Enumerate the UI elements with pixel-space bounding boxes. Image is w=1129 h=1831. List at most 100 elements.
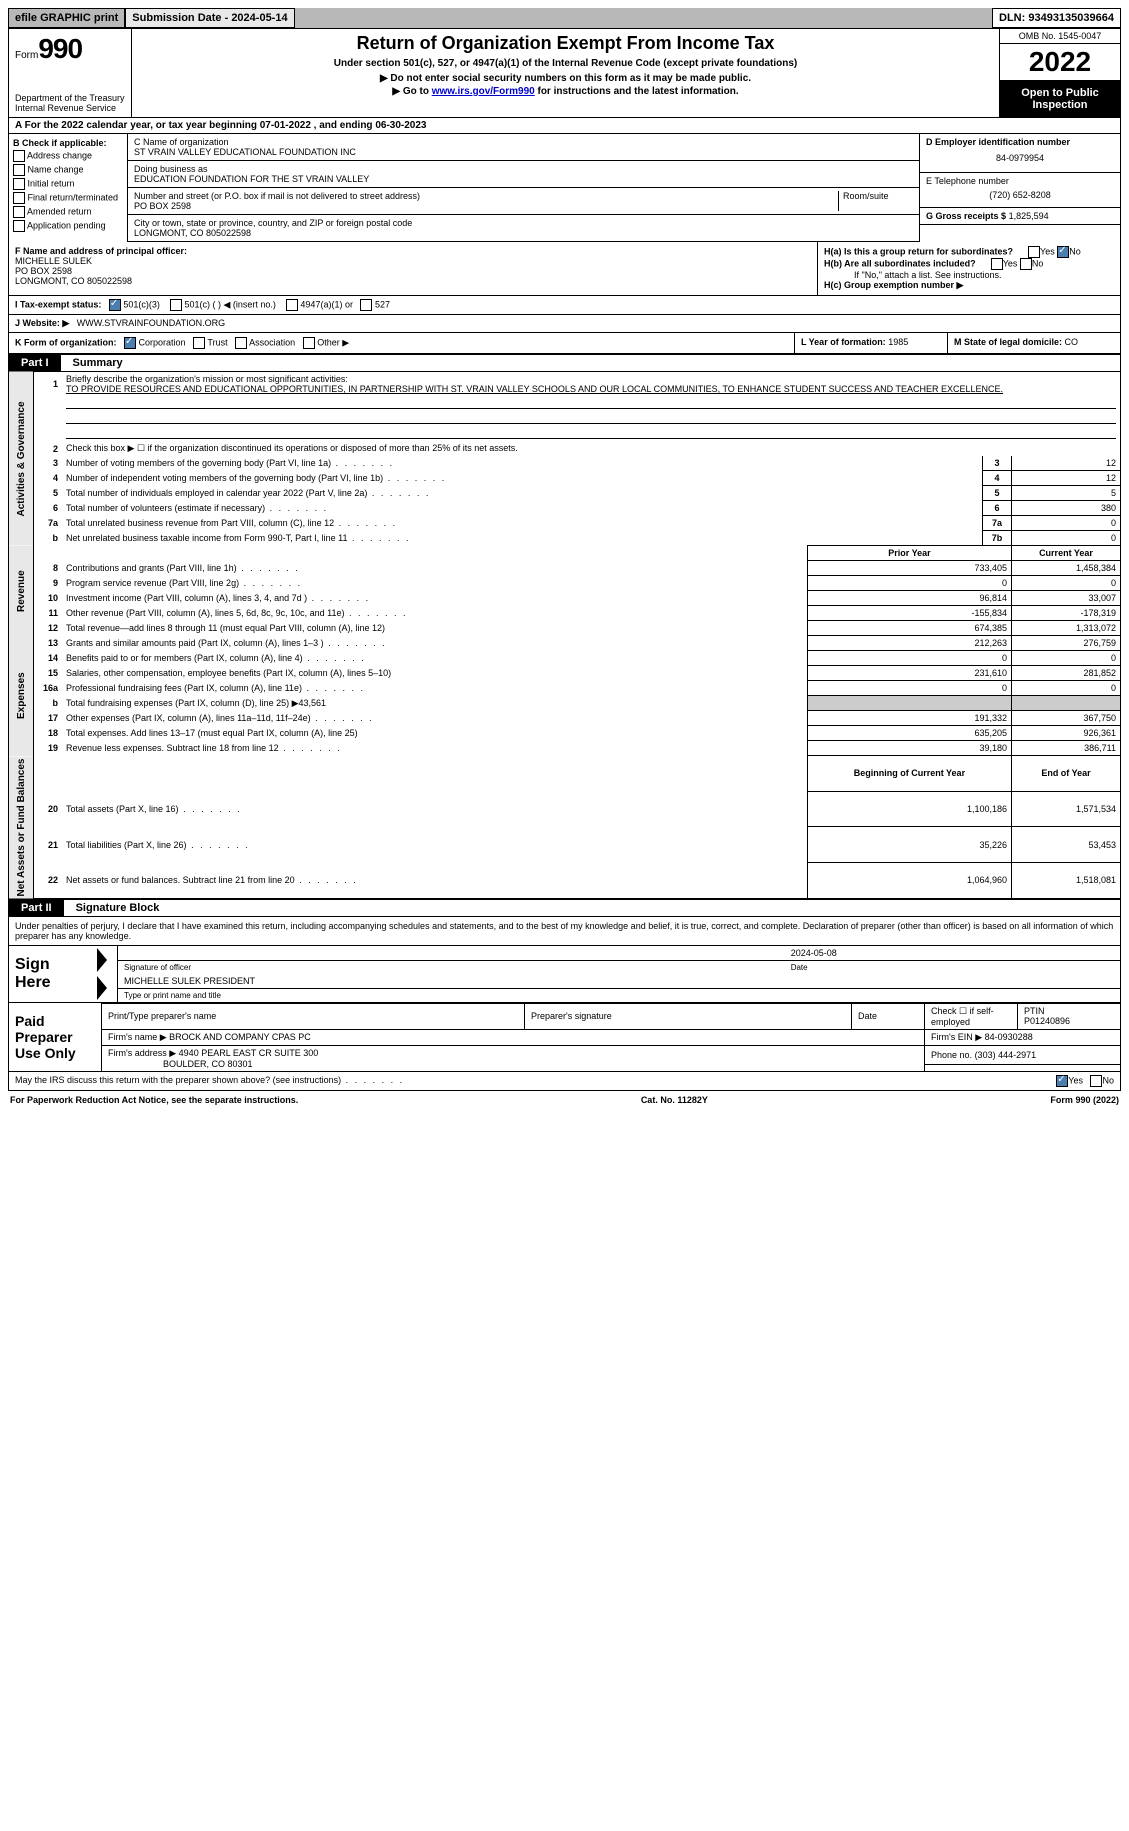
line16a-text: Professional fundraising fees (Part IX, … [62, 681, 807, 696]
line10-cur: 33,007 [1012, 591, 1121, 606]
line11-cur: -178,319 [1012, 606, 1121, 621]
form-label: Form [15, 50, 38, 61]
line7a-val: 0 [1012, 516, 1121, 531]
efile-button[interactable]: efile GRAPHIC print [8, 8, 125, 28]
col-h: H(a) Is this a group return for subordin… [818, 242, 1120, 295]
line19-text: Revenue less expenses. Subtract line 18 … [62, 741, 807, 756]
discuss-row: May the IRS discuss this return with the… [8, 1072, 1121, 1091]
part2-label: Part II [9, 900, 64, 916]
sig-date-label: Date [785, 960, 1121, 974]
col-c-org: C Name of organization ST VRAIN VALLEY E… [128, 134, 919, 242]
part2-header: Part II Signature Block [8, 899, 1121, 917]
cb-527[interactable] [360, 299, 372, 311]
vert-expenses: Expenses [9, 636, 34, 756]
room-label: Room/suite [838, 191, 913, 211]
cb-trust[interactable] [193, 337, 205, 349]
part1-title: Summary [61, 355, 1120, 371]
prep-phone: (303) 444-2971 [975, 1050, 1037, 1060]
ein-label: D Employer identification number [926, 137, 1114, 147]
line5-val: 5 [1012, 486, 1121, 501]
line6-val: 380 [1012, 501, 1121, 516]
open-public-badge: Open to Public Inspection [1000, 81, 1120, 117]
cb-501c3[interactable] [109, 299, 121, 311]
arrow-icon [97, 954, 109, 964]
cb-pending[interactable]: Application pending [13, 220, 123, 232]
line10-text: Investment income (Part VIII, column (A)… [62, 591, 807, 606]
sign-here-label: Sign Here [9, 946, 92, 1003]
line20-prior: 1,100,186 [807, 791, 1011, 827]
hb-note: If "No," attach a list. See instructions… [824, 270, 1114, 280]
topbar: efile GRAPHIC print Submission Date - 20… [8, 8, 1121, 28]
line3-text: Number of voting members of the governin… [62, 456, 983, 471]
line13-cur: 276,759 [1012, 636, 1121, 651]
s2-text: Check this box ▶ ☐ if the organization d… [62, 441, 1121, 456]
row-m: M State of legal domicile: CO [947, 333, 1120, 353]
arrow-icon-2 [97, 982, 109, 992]
dba-label: Doing business as [134, 164, 913, 174]
firm-ein: 84-0930288 [985, 1032, 1033, 1042]
cb-initial[interactable]: Initial return [13, 178, 123, 190]
tax-year: 2022 [1000, 44, 1120, 81]
line14-prior: 0 [807, 651, 1011, 666]
dept-label: Department of the Treasury Internal Reve… [15, 93, 125, 113]
cb-amended[interactable]: Amended return [13, 206, 123, 218]
cb-name[interactable]: Name change [13, 164, 123, 176]
line17-text: Other expenses (Part IX, column (A), lin… [62, 711, 807, 726]
sig-declaration: Under penalties of perjury, I declare th… [8, 917, 1121, 946]
row-klm: K Form of organization: Corporation Trus… [8, 333, 1121, 354]
firm-ein-label: Firm's EIN ▶ [931, 1032, 982, 1042]
form-subtitle: Under section 501(c), 527, or 4947(a)(1)… [140, 58, 991, 69]
cb-assoc[interactable] [235, 337, 247, 349]
footer-left: For Paperwork Reduction Act Notice, see … [10, 1095, 298, 1105]
line15-prior: 231,610 [807, 666, 1011, 681]
officer-street: PO BOX 2598 [15, 266, 811, 276]
line21-text: Total liabilities (Part X, line 26) [62, 827, 807, 863]
sig-date: 2024-05-08 [785, 946, 1121, 961]
row-l: L Year of formation: 1985 [794, 333, 947, 353]
prep-sig-label: Preparer's signature [524, 1003, 851, 1029]
form-title: Return of Organization Exempt From Incom… [140, 33, 991, 54]
line9-prior: 0 [807, 576, 1011, 591]
s1-mission: TO PROVIDE RESOURCES AND EDUCATIONAL OPP… [66, 384, 1003, 394]
line7b-val: 0 [1012, 531, 1121, 546]
line19-prior: 39,180 [807, 741, 1011, 756]
firm-addr2: BOULDER, CO 80301 [163, 1059, 253, 1069]
cb-final[interactable]: Final return/terminated [13, 192, 123, 204]
line15-text: Salaries, other compensation, employee b… [62, 666, 807, 681]
cb-discuss-no[interactable] [1090, 1075, 1102, 1087]
footer-mid: Cat. No. 11282Y [641, 1095, 708, 1105]
sig-name: MICHELLE SULEK PRESIDENT [118, 974, 1121, 989]
line22-text: Net assets or fund balances. Subtract li… [62, 862, 807, 898]
line7b-text: Net unrelated business taxable income fr… [62, 531, 983, 546]
line11-prior: -155,834 [807, 606, 1011, 621]
line12-prior: 674,385 [807, 621, 1011, 636]
cb-address[interactable]: Address change [13, 150, 123, 162]
line13-text: Grants and similar amounts paid (Part IX… [62, 636, 807, 651]
hc-row: H(c) Group exemption number ▶ [824, 280, 1114, 291]
footer: For Paperwork Reduction Act Notice, see … [8, 1091, 1121, 1109]
line18-prior: 635,205 [807, 726, 1011, 741]
dba-value: EDUCATION FOUNDATION FOR THE ST VRAIN VA… [134, 174, 913, 184]
irs-link[interactable]: www.irs.gov/Form990 [432, 86, 535, 97]
submission-date: Submission Date - 2024-05-14 [125, 8, 294, 28]
omb-number: OMB No. 1545-0047 [1000, 29, 1120, 44]
cb-other[interactable] [303, 337, 315, 349]
cb-discuss-yes[interactable] [1056, 1075, 1068, 1087]
part1-label: Part I [9, 355, 61, 371]
officer-label: F Name and address of principal officer: [15, 246, 811, 256]
cb-corp[interactable] [124, 337, 136, 349]
line18-text: Total expenses. Add lines 13–17 (must eq… [62, 726, 807, 741]
hdr-end: End of Year [1012, 756, 1121, 792]
cb-501c[interactable] [170, 299, 182, 311]
line10-prior: 96,814 [807, 591, 1011, 606]
line17-prior: 191,332 [807, 711, 1011, 726]
cb-4947[interactable] [286, 299, 298, 311]
col-b-checkboxes: B Check if applicable: Address change Na… [9, 134, 128, 242]
prep-check-label: Check ☐ if self-employed [925, 1003, 1018, 1029]
firm-addr1: 4940 PEARL EAST CR SUITE 300 [179, 1048, 319, 1058]
officer-name: MICHELLE SULEK [15, 256, 811, 266]
form-number: 990 [38, 33, 82, 64]
prep-print-label: Print/Type preparer's name [102, 1003, 525, 1029]
line12-text: Total revenue—add lines 8 through 11 (mu… [62, 621, 807, 636]
line20-text: Total assets (Part X, line 16) [62, 791, 807, 827]
